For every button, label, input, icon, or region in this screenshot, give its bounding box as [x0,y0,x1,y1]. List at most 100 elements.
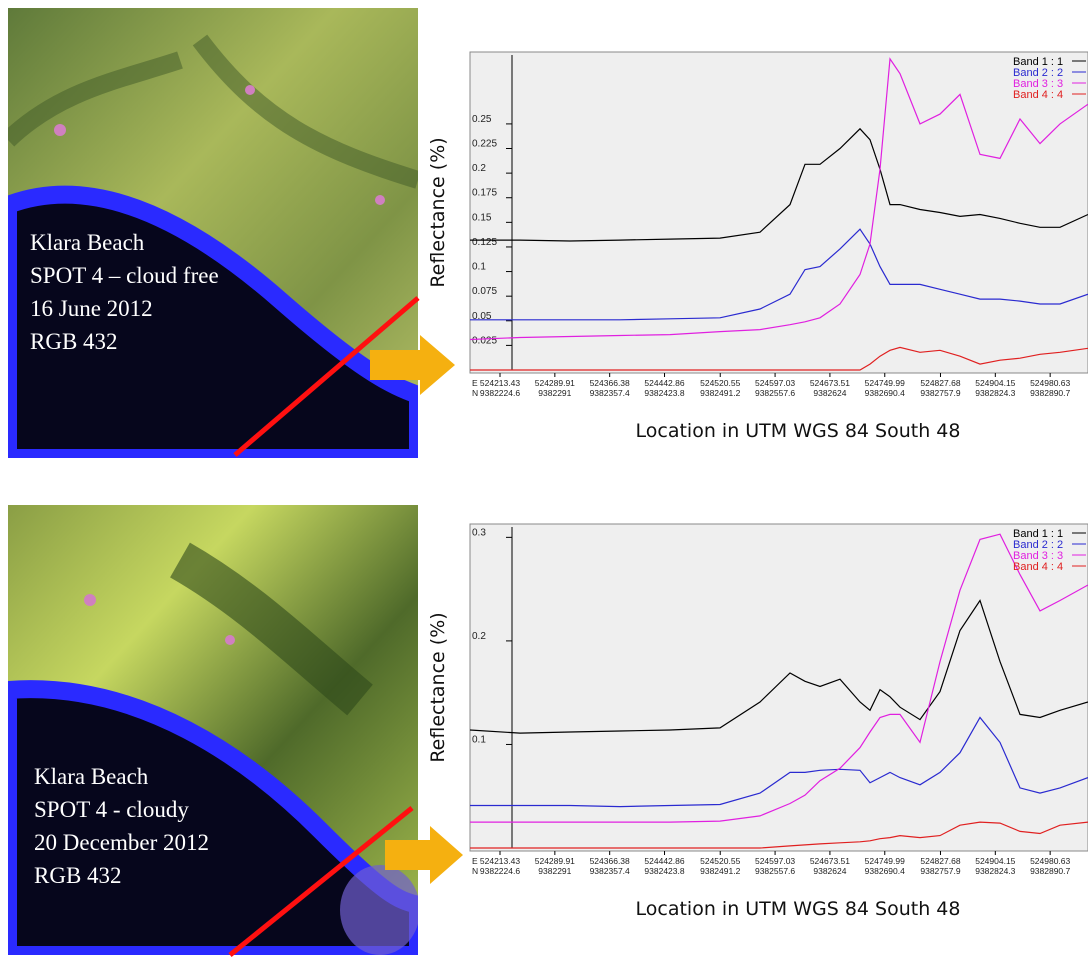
x-tick-label: 524366.38 [590,378,630,388]
series-line [470,716,1088,808]
y-tick-label: 0.225 [472,139,497,150]
x-tick-label: 524904.15 [975,856,1015,866]
series-line [470,533,1088,823]
arrow [370,335,455,395]
chart: 0.025 0.05 0.075 0.1 0.125 0.15 0.175 0.2 0.225 0… [427,51,1088,442]
legend-label: Band 4 : 4 [1013,561,1063,573]
x-tick-label-n: 9382624 [813,866,846,876]
x-tick-label-n: 9382357.4 [590,866,630,876]
x-tick-label: 524289.91 [535,856,575,866]
x-row-label: N [472,388,478,398]
x-tick-label: 524366.38 [590,856,630,866]
x-tick-label: 524597.03 [755,856,795,866]
x-tick-label: 524213.43 [480,856,520,866]
legend-label: Band 2 : 2 [1013,67,1063,79]
image-caption: Klara Beach SPOT 4 – cloud free 16 June … [30,230,219,354]
x-tick-label-n: 9382224.6 [480,866,520,876]
x-tick-label: 524980.63 [1030,856,1070,866]
x-tick-label-n: 9382557.6 [755,388,795,398]
x-row-label: N [472,866,478,876]
transect [233,296,420,457]
legend-label: Band 3 : 3 [1013,550,1063,562]
y-tick-label: 0.2 [472,163,486,174]
series-line [470,599,1088,734]
x-tick-label-n: 9382757.9 [920,866,960,876]
legend-label: Band 3 : 3 [1013,78,1063,90]
x-tick-label-n: 9382291 [538,388,571,398]
x-tick-label-n: 9382690.4 [865,388,905,398]
legend-label: Band 1 : 1 [1013,56,1063,68]
x-tick-label: 524749.99 [865,856,905,866]
legend-label: Band 1 : 1 [1013,528,1063,540]
image-caption: Klara Beach SPOT 4 - cloudy 20 December … [34,764,209,888]
x-tick-label-n: 9382557.6 [755,866,795,876]
caption-line: Klara Beach [30,230,145,255]
series-line [470,346,1088,371]
x-tick-label-n: 9382423.8 [644,866,684,876]
x-tick-label: 524289.91 [535,378,575,388]
x-tick-label-n: 9382491.2 [700,866,740,876]
x-tick-label: 524749.99 [865,378,905,388]
plot-area [469,523,1088,852]
series-line [470,821,1088,849]
x-tick-label-n: 9382890.7 [1030,866,1070,876]
y-tick-label: 0.025 [472,335,497,346]
x-tick-label: 524597.03 [755,378,795,388]
caption-line: Klara Beach [34,764,149,789]
x-tick-label: 524904.15 [975,378,1015,388]
y-tick-label: 0.05 [472,311,492,322]
x-axis-label: Location in UTM WGS 84 South 48 [636,420,961,442]
x-row-label: E [472,856,478,866]
arrow [385,826,463,884]
legend-label: Band 2 : 2 [1013,539,1063,551]
x-tick-label-n: 9382357.4 [590,388,630,398]
legend-label: Band 4 : 4 [1013,89,1063,101]
x-tick-label-n: 9382757.9 [920,388,960,398]
chart: 0.10.20.3524213.439382224.6524289.919382… [427,523,1088,920]
x-tick-label: 524673.51 [810,378,850,388]
caption-line: SPOT 4 - cloudy [34,797,189,822]
y-tick-label: 0.075 [472,286,497,297]
y-tick-label: 0.125 [472,237,497,248]
satellite-image [8,8,418,458]
x-tick-label: 524827.68 [920,378,960,388]
series-line [470,57,1088,341]
x-row-label: E [472,378,478,388]
x-tick-label-n: 9382624 [813,388,846,398]
y-axis-label: Reflectance (%) [427,612,449,762]
caption-line: 20 December 2012 [34,830,209,855]
y-tick-label: 0.175 [472,188,497,199]
x-tick-label-n: 9382890.7 [1030,388,1070,398]
caption-line: 16 June 2012 [30,296,153,321]
caption-line: RGB 432 [34,863,122,888]
x-tick-label-n: 9382291 [538,866,571,876]
x-tick-label: 524980.63 [1030,378,1070,388]
x-tick-label-n: 9382824.3 [975,866,1015,876]
y-tick-label: 0.1 [472,262,486,273]
x-tick-label: 524520.55 [700,378,740,388]
y-tick-label: 0.1 [472,734,486,745]
y-axis-label: Reflectance (%) [427,137,449,287]
satellite-image [8,505,418,955]
x-axis-label: Location in UTM WGS 84 South 48 [636,898,961,920]
x-tick-label-n: 9382824.3 [975,388,1015,398]
x-tick-label: 524827.68 [920,856,960,866]
caption-line: RGB 432 [30,329,118,354]
x-tick-label: 524213.43 [480,378,520,388]
x-tick-label-n: 9382423.8 [644,388,684,398]
x-tick-label: 524442.86 [644,856,684,866]
x-tick-label-n: 9382224.6 [480,388,520,398]
y-tick-label: 0.25 [472,114,492,125]
x-tick-label: 524673.51 [810,856,850,866]
caption-line: SPOT 4 – cloud free [30,263,219,288]
y-tick-label: 0.3 [472,527,486,538]
x-tick-label-n: 9382491.2 [700,388,740,398]
plot-area [469,51,1088,374]
y-tick-label: 0.15 [472,212,492,223]
y-tick-label: 0.2 [472,631,486,642]
x-tick-label: 524442.86 [644,378,684,388]
transect [228,806,414,957]
x-tick-label: 524520.55 [700,856,740,866]
x-tick-label-n: 9382690.4 [865,866,905,876]
